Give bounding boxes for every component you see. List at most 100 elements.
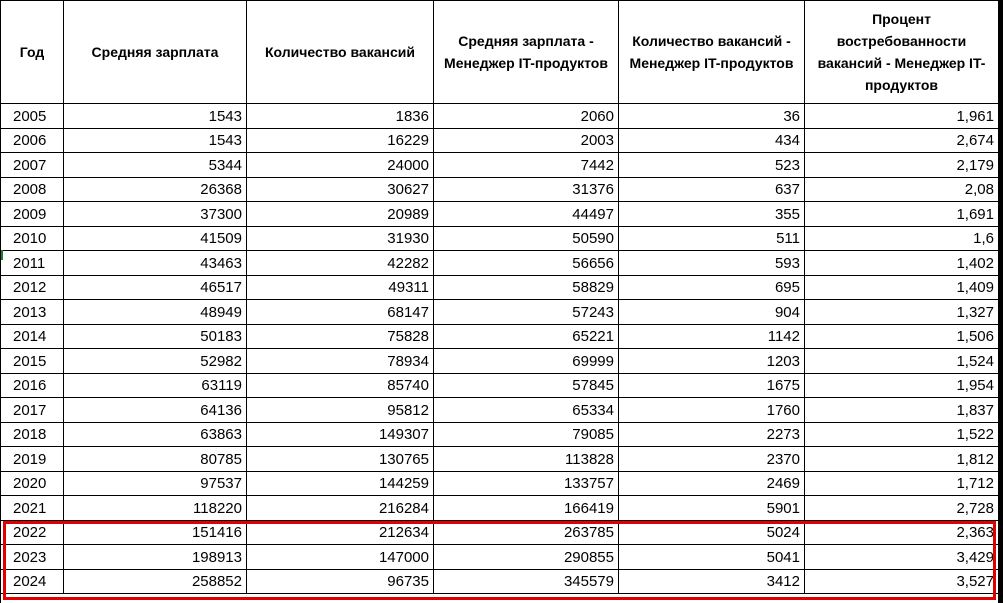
table-cell[interactable]: 49311: [246, 274, 434, 300]
table-cell[interactable]: 63863: [63, 421, 247, 447]
table-cell[interactable]: 42282: [246, 250, 434, 276]
table-cell[interactable]: 1,6: [804, 225, 999, 251]
table-cell[interactable]: 41509: [63, 225, 247, 251]
table-cell[interactable]: 198913: [63, 544, 247, 570]
table-cell[interactable]: 144259: [246, 470, 434, 496]
table-cell[interactable]: 5041: [618, 544, 805, 570]
table-cell[interactable]: 151416: [63, 519, 247, 545]
table-cell[interactable]: 166419: [433, 495, 619, 521]
table-cell[interactable]: 52982: [63, 348, 247, 374]
table-cell[interactable]: 2370: [618, 446, 805, 472]
table-cell[interactable]: 95812: [246, 397, 434, 423]
table-cell[interactable]: 37300: [63, 201, 247, 227]
table-cell[interactable]: 1,506: [804, 323, 999, 349]
table-cell[interactable]: 79085: [433, 421, 619, 447]
cell-year[interactable]: 2006: [0, 127, 64, 153]
table-cell[interactable]: 212634: [246, 519, 434, 545]
table-cell[interactable]: 523: [618, 152, 805, 178]
cell-year[interactable]: 2005: [0, 103, 64, 129]
header-pm-vacancies[interactable]: Количество вакансий - Менеджер IT-продук…: [618, 0, 805, 104]
table-cell[interactable]: 2,179: [804, 152, 999, 178]
table-cell[interactable]: 113828: [433, 446, 619, 472]
cell-year[interactable]: 2023: [0, 544, 64, 570]
table-cell[interactable]: 216284: [246, 495, 434, 521]
table-cell[interactable]: 2,08: [804, 176, 999, 202]
table-cell[interactable]: 3,429: [804, 544, 999, 570]
table-cell[interactable]: 2,728: [804, 495, 999, 521]
table-cell[interactable]: 3412: [618, 568, 805, 594]
table-cell[interactable]: 3,527: [804, 568, 999, 594]
table-cell[interactable]: 2273: [618, 421, 805, 447]
table-cell[interactable]: 30627: [246, 176, 434, 202]
table-cell[interactable]: 355: [618, 201, 805, 227]
table-cell[interactable]: 147000: [246, 544, 434, 570]
cell-year[interactable]: 2022: [0, 519, 64, 545]
table-cell[interactable]: 1,402: [804, 250, 999, 276]
header-vacancies[interactable]: Количество вакансий: [246, 0, 434, 104]
table-cell[interactable]: 69999: [433, 348, 619, 374]
table-cell[interactable]: 149307: [246, 421, 434, 447]
table-cell[interactable]: 1142: [618, 323, 805, 349]
table-cell[interactable]: 1,712: [804, 470, 999, 496]
table-cell[interactable]: 43463: [63, 250, 247, 276]
table-cell[interactable]: 63119: [63, 372, 247, 398]
table-cell[interactable]: 695: [618, 274, 805, 300]
table-cell[interactable]: 593: [618, 250, 805, 276]
cell-year[interactable]: 2018: [0, 421, 64, 447]
table-cell[interactable]: 36: [618, 103, 805, 129]
table-cell[interactable]: 31930: [246, 225, 434, 251]
table-cell[interactable]: 97537: [63, 470, 247, 496]
header-avg-salary[interactable]: Средняя зарплата: [63, 0, 247, 104]
cell-year[interactable]: 2015: [0, 348, 64, 374]
table-cell[interactable]: 2003: [433, 127, 619, 153]
table-cell[interactable]: 65334: [433, 397, 619, 423]
table-cell[interactable]: 2,674: [804, 127, 999, 153]
table-cell[interactable]: 26368: [63, 176, 247, 202]
table-cell[interactable]: 1203: [618, 348, 805, 374]
table-cell[interactable]: 1675: [618, 372, 805, 398]
table-cell[interactable]: 2060: [433, 103, 619, 129]
table-cell[interactable]: 1,812: [804, 446, 999, 472]
table-cell[interactable]: 96735: [246, 568, 434, 594]
table-cell[interactable]: 263785: [433, 519, 619, 545]
table-cell[interactable]: 64136: [63, 397, 247, 423]
cell-year[interactable]: 2010: [0, 225, 64, 251]
header-pm-demand[interactable]: Процент востребованности вакансий - Мене…: [804, 0, 999, 104]
table-cell[interactable]: 1543: [63, 127, 247, 153]
table-cell[interactable]: 5024: [618, 519, 805, 545]
table-cell[interactable]: 1760: [618, 397, 805, 423]
table-cell[interactable]: 1,327: [804, 299, 999, 325]
table-cell[interactable]: 434: [618, 127, 805, 153]
table-cell[interactable]: 57845: [433, 372, 619, 398]
table-cell[interactable]: 48949: [63, 299, 247, 325]
table-cell[interactable]: 290855: [433, 544, 619, 570]
cell-year[interactable]: 2012: [0, 274, 64, 300]
cell-year[interactable]: 2011: [0, 250, 64, 276]
table-cell[interactable]: 24000: [246, 152, 434, 178]
table-cell[interactable]: 50183: [63, 323, 247, 349]
table-cell[interactable]: 20989: [246, 201, 434, 227]
table-cell[interactable]: 58829: [433, 274, 619, 300]
cell-year[interactable]: 2014: [0, 323, 64, 349]
table-cell[interactable]: 56656: [433, 250, 619, 276]
table-cell[interactable]: 75828: [246, 323, 434, 349]
cell-year[interactable]: 2019: [0, 446, 64, 472]
table-cell[interactable]: 80785: [63, 446, 247, 472]
table-cell[interactable]: 130765: [246, 446, 434, 472]
table-cell[interactable]: 1836: [246, 103, 434, 129]
header-pm-salary[interactable]: Средняя зарплата - Менеджер IT-продуктов: [433, 0, 619, 104]
header-year[interactable]: Год: [0, 0, 64, 104]
table-cell[interactable]: 7442: [433, 152, 619, 178]
table-cell[interactable]: 5344: [63, 152, 247, 178]
table-cell[interactable]: 78934: [246, 348, 434, 374]
table-cell[interactable]: 1,837: [804, 397, 999, 423]
table-cell[interactable]: 31376: [433, 176, 619, 202]
cell-year[interactable]: 2024: [0, 568, 64, 594]
table-cell[interactable]: 1,961: [804, 103, 999, 129]
table-cell[interactable]: 1543: [63, 103, 247, 129]
cell-year[interactable]: 2008: [0, 176, 64, 202]
table-cell[interactable]: 1,691: [804, 201, 999, 227]
table-cell[interactable]: 511: [618, 225, 805, 251]
table-cell[interactable]: 345579: [433, 568, 619, 594]
table-cell[interactable]: 57243: [433, 299, 619, 325]
